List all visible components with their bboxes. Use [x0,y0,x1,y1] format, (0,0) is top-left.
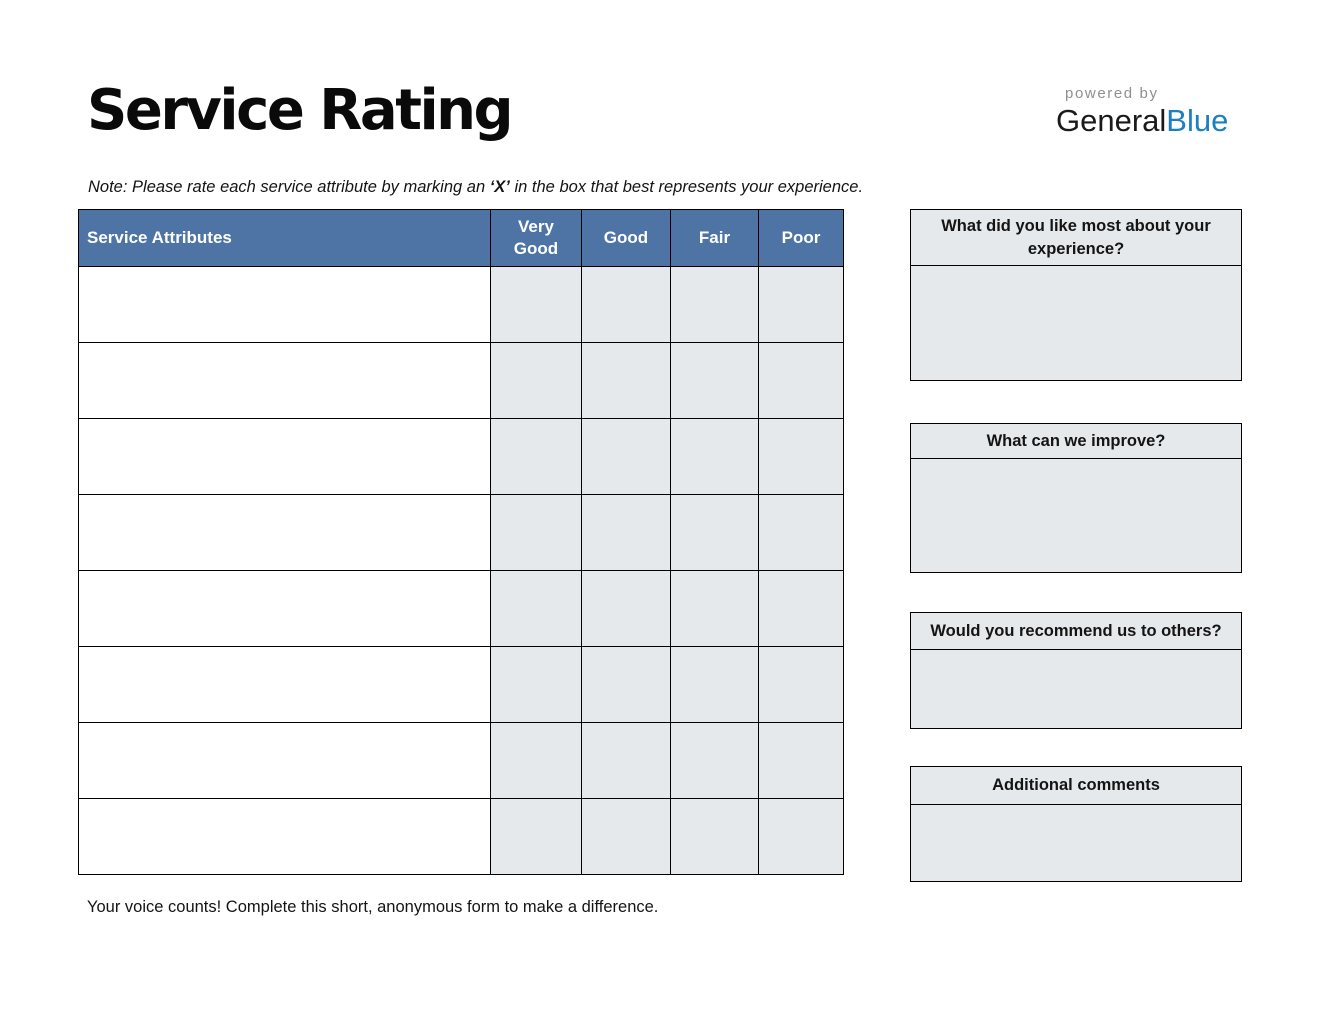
rating-cell-poor[interactable] [758,570,844,647]
feedback-box-recommend: Would you recommend us to others? [910,612,1242,729]
rating-cell-good[interactable] [581,646,671,723]
rating-cell-very-good[interactable] [490,798,582,875]
feedback-box-improve: What can we improve? [910,423,1242,573]
column-header-good: Good [581,209,671,267]
rating-table: Service Attributes Very Good Good Fair P… [78,209,844,875]
powered-by-label: powered by [1065,85,1159,102]
table-row [78,266,844,343]
rating-cell-very-good[interactable] [490,722,582,799]
rating-table-header: Service Attributes Very Good Good Fair P… [78,209,844,267]
table-row [78,646,844,723]
header-row: Service Attributes Very Good Good Fair P… [78,209,844,267]
note-prefix: Note: Please rate each service attribute… [88,178,490,196]
feedback-box-like-most-title: What did you like most about your experi… [911,210,1241,266]
rating-cell-good[interactable] [581,722,671,799]
rating-cell-poor[interactable] [758,646,844,723]
brand-wordmark: GeneralBlue [1056,103,1228,138]
brand-blue-text: Blue [1166,103,1229,138]
instruction-note: Note: Please rate each service attribute… [88,178,863,197]
rating-cell-fair[interactable] [670,342,759,419]
rating-cell-very-good[interactable] [490,646,582,723]
feedback-box-additional-comments-title: Additional comments [911,767,1241,805]
feedback-box-recommend-input[interactable] [911,650,1241,728]
page-title: Service Rating [87,78,514,143]
feedback-box-improve-title: What can we improve? [911,424,1241,459]
rating-cell-good[interactable] [581,418,671,495]
rating-cell-fair[interactable] [670,722,759,799]
rating-cell-poor[interactable] [758,798,844,875]
attribute-cell[interactable] [78,570,491,647]
footer-note: Your voice counts! Complete this short, … [87,898,659,916]
rating-cell-very-good[interactable] [490,494,582,571]
table-row [78,570,844,647]
table-row [78,418,844,495]
feedback-box-like-most-input[interactable] [911,266,1241,380]
rating-cell-good[interactable] [581,266,671,343]
column-header-very-good: Very Good [490,209,582,267]
column-header-service-attributes: Service Attributes [78,209,491,267]
rating-cell-fair[interactable] [670,418,759,495]
generalblue-logo: powered by GeneralBlue [1056,85,1228,138]
feedback-box-recommend-title: Would you recommend us to others? [911,613,1241,650]
rating-cell-fair[interactable] [670,570,759,647]
column-header-fair: Fair [670,209,759,267]
rating-cell-fair[interactable] [670,494,759,571]
table-row [78,798,844,875]
feedback-box-improve-input[interactable] [911,459,1241,572]
rating-cell-poor[interactable] [758,418,844,495]
rating-cell-good[interactable] [581,342,671,419]
feedback-box-additional-comments: Additional comments [910,766,1242,882]
column-header-poor: Poor [758,209,844,267]
rating-table-body [78,266,844,875]
rating-cell-very-good[interactable] [490,342,582,419]
rating-cell-poor[interactable] [758,722,844,799]
attribute-cell[interactable] [78,342,491,419]
rating-cell-very-good[interactable] [490,570,582,647]
rating-cell-good[interactable] [581,798,671,875]
table-row [78,342,844,419]
rating-cell-fair[interactable] [670,266,759,343]
attribute-cell[interactable] [78,722,491,799]
rating-cell-good[interactable] [581,494,671,571]
rating-cell-very-good[interactable] [490,418,582,495]
attribute-cell[interactable] [78,494,491,571]
table-row [78,494,844,571]
attribute-cell[interactable] [78,266,491,343]
feedback-box-additional-comments-input[interactable] [911,805,1241,881]
note-suffix: in the box that best represents your exp… [509,178,864,196]
note-x-marker: ‘X’ [489,178,510,196]
attribute-cell[interactable] [78,646,491,723]
feedback-box-like-most: What did you like most about your experi… [910,209,1242,381]
rating-cell-poor[interactable] [758,342,844,419]
rating-cell-poor[interactable] [758,494,844,571]
table-row [78,722,844,799]
rating-cell-fair[interactable] [670,798,759,875]
attribute-cell[interactable] [78,798,491,875]
rating-cell-good[interactable] [581,570,671,647]
attribute-cell[interactable] [78,418,491,495]
brand-general-text: General [1056,103,1167,138]
rating-cell-poor[interactable] [758,266,844,343]
rating-cell-very-good[interactable] [490,266,582,343]
rating-cell-fair[interactable] [670,646,759,723]
